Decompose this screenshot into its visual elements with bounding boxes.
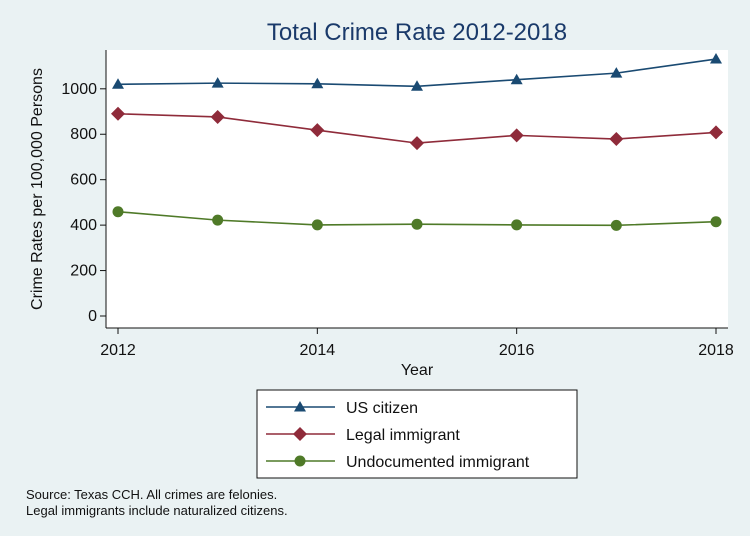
legend-label-undocumented-immigrant: Undocumented immigrant — [346, 454, 530, 471]
data-point-us-citizen — [112, 78, 124, 89]
data-point-us-citizen — [411, 80, 423, 91]
plot-area — [106, 50, 728, 328]
x-tick-label: 2014 — [300, 342, 336, 359]
footnote-legal: Legal immigrants include naturalized cit… — [26, 503, 288, 518]
y-tick-label: 200 — [70, 263, 97, 280]
data-point-legal-immigrant — [509, 128, 524, 143]
data-point-us-citizen — [710, 53, 722, 64]
data-point-undocumented-immigrant — [411, 218, 423, 230]
data-point-undocumented-immigrant — [112, 206, 124, 218]
data-point-us-citizen — [311, 77, 324, 89]
y-tick-label: 800 — [70, 126, 97, 143]
data-point-undocumented-immigrant — [710, 216, 722, 228]
y-tick-label: 600 — [70, 172, 97, 189]
y-tick-label: 0 — [88, 308, 97, 325]
x-axis-label: Year — [401, 362, 434, 379]
data-point-undocumented-immigrant — [511, 219, 523, 231]
data-point-undocumented-immigrant — [610, 219, 622, 231]
x-tick-label: 2012 — [100, 342, 136, 359]
data-point-legal-immigrant — [210, 109, 225, 124]
data-point-legal-immigrant — [609, 132, 624, 147]
data-point-legal-immigrant — [410, 136, 424, 151]
data-point-us-citizen — [610, 67, 623, 78]
legend-marker-us-citizen — [294, 401, 306, 412]
data-point-undocumented-immigrant — [311, 219, 323, 231]
data-point-us-citizen — [510, 73, 523, 85]
data-point-us-citizen — [211, 77, 224, 88]
y-tick-label: 400 — [70, 217, 97, 234]
legend-marker-undocumented-immigrant — [294, 455, 306, 467]
chart-title: Total Crime Rate 2012-2018 — [267, 19, 567, 46]
data-point-legal-immigrant — [709, 125, 723, 140]
data-point-undocumented-immigrant — [212, 214, 224, 226]
legend-label-legal-immigrant: Legal immigrant — [346, 427, 460, 444]
legend-marker-legal-immigrant — [293, 427, 307, 441]
data-point-legal-immigrant — [310, 123, 325, 138]
x-tick-label: 2018 — [698, 342, 734, 359]
footnote-source: Source: Texas CCH. All crimes are feloni… — [26, 487, 277, 502]
y-axis-label: Crime Rates per 100,000 Persons — [29, 68, 46, 310]
data-point-legal-immigrant — [111, 106, 125, 121]
y-tick-label: 1000 — [61, 81, 97, 98]
x-tick-label: 2016 — [499, 342, 535, 359]
legend-label-us-citizen: US citizen — [346, 400, 418, 417]
